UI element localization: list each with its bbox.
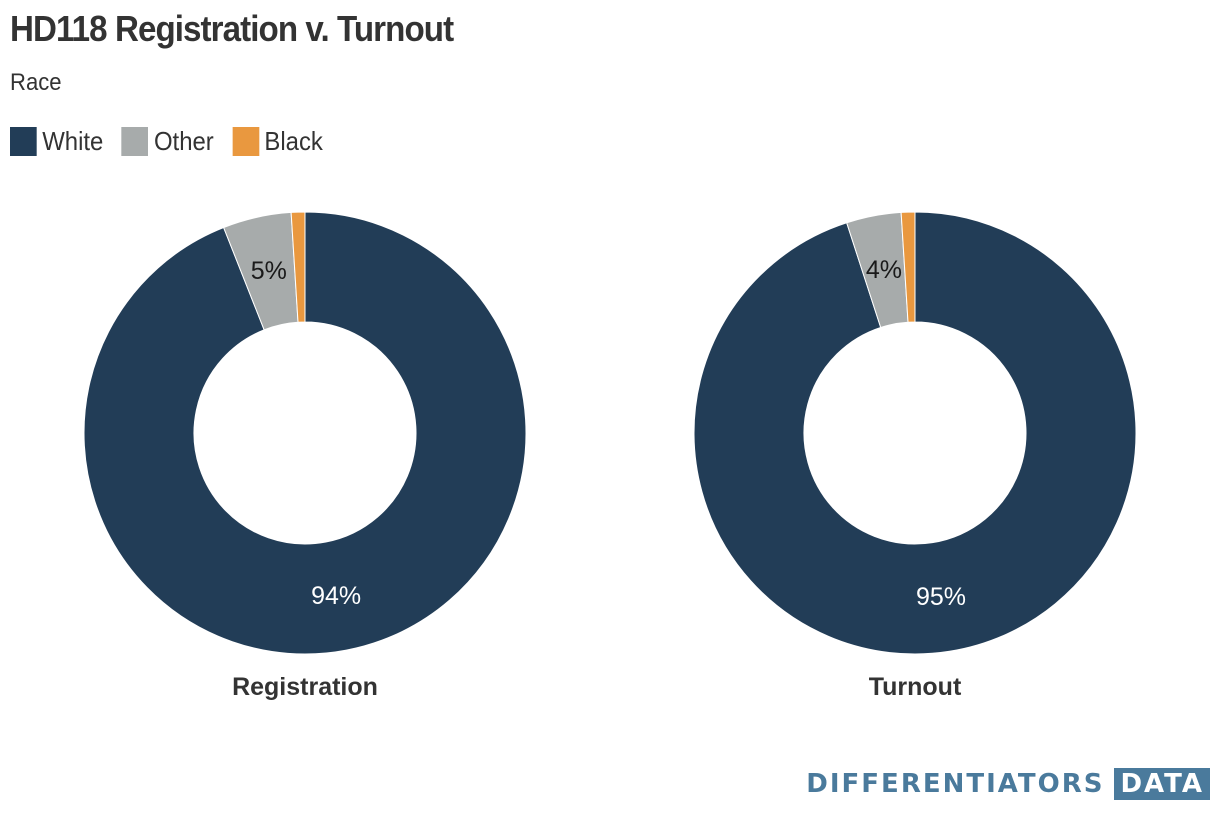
slice-black[interactable] bbox=[900, 211, 916, 323]
data-label-other: 4% bbox=[866, 256, 902, 284]
legend-swatch-other bbox=[121, 127, 149, 156]
legend: White Other Black bbox=[10, 126, 341, 157]
chart-caption-turnout: Turnout bbox=[869, 673, 962, 701]
data-label-other: 5% bbox=[251, 257, 287, 285]
legend-label-black: Black bbox=[264, 126, 323, 156]
slice-white[interactable] bbox=[693, 211, 1137, 655]
legend-item-white[interactable]: White bbox=[10, 126, 103, 157]
donut-chart-turnout: 95% 4% Turnout bbox=[693, 211, 1137, 701]
legend-label-white: White bbox=[42, 126, 104, 156]
chart-subtitle: Race bbox=[10, 69, 62, 96]
chart-title: HD118 Registration v. Turnout bbox=[10, 8, 454, 49]
brand-name: DIFFERENTIATORS bbox=[806, 769, 1105, 799]
legend-item-black[interactable]: Black bbox=[232, 126, 323, 157]
slice-black[interactable] bbox=[290, 211, 306, 323]
legend-item-other[interactable]: Other bbox=[121, 126, 214, 157]
brand-logo: DIFFERENTIATORS DATA bbox=[806, 768, 1210, 800]
brand-box: DATA bbox=[1114, 768, 1210, 800]
donut-chart-registration: 94% 5% Registration bbox=[83, 211, 527, 701]
legend-swatch-white bbox=[10, 127, 37, 156]
data-label-white: 95% bbox=[916, 583, 966, 611]
legend-swatch-black bbox=[232, 127, 259, 156]
chart-caption-registration: Registration bbox=[232, 673, 378, 701]
data-label-white: 94% bbox=[311, 582, 361, 610]
slice-white[interactable] bbox=[83, 211, 527, 655]
legend-label-other: Other bbox=[153, 126, 214, 156]
